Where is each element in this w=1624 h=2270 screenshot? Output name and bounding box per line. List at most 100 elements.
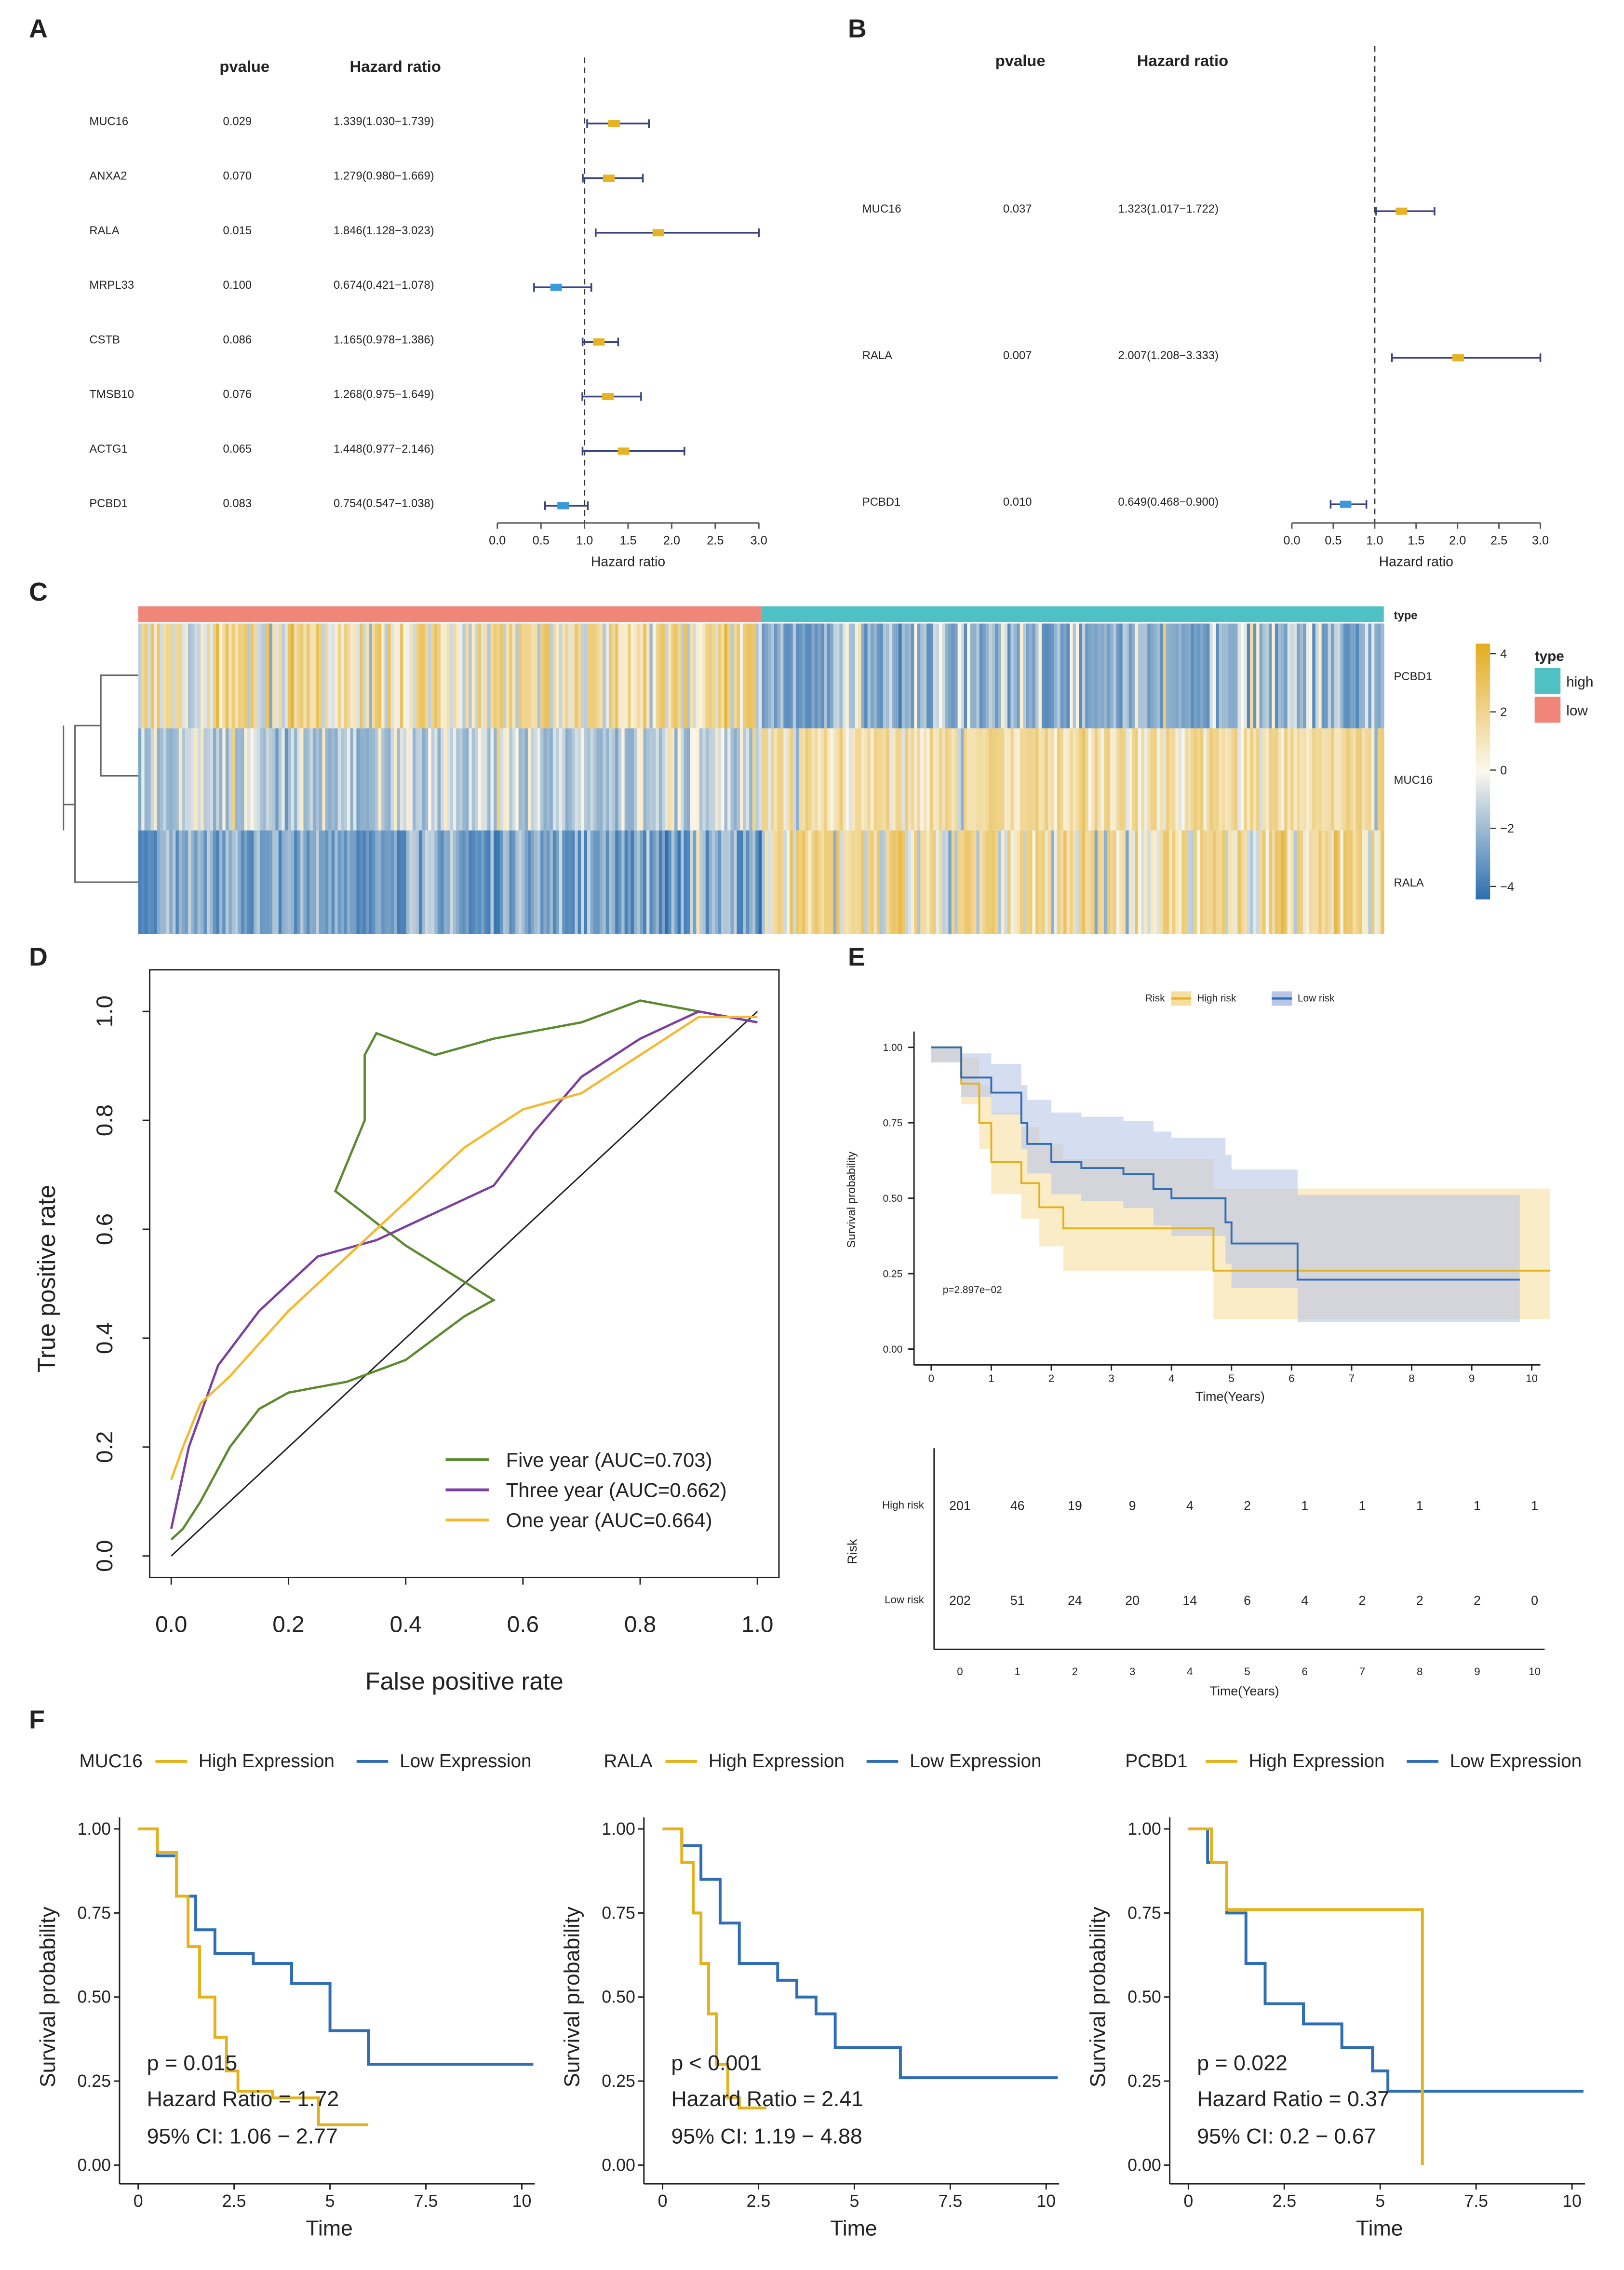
heatmap-cell xyxy=(1135,830,1139,934)
heatmap-cell xyxy=(892,830,896,934)
legend-title: Risk xyxy=(1145,993,1165,1004)
heatmap-cell xyxy=(1023,728,1027,831)
heatmap-cell xyxy=(1126,830,1129,934)
x-tick-label: 1.5 xyxy=(1408,534,1424,548)
heatmap-cell xyxy=(624,623,628,729)
heatmap-cell xyxy=(1216,830,1220,934)
heatmap-cell xyxy=(799,728,803,831)
heatmap-cell xyxy=(621,623,625,729)
heatmap-cell xyxy=(643,623,647,729)
heatmap-cell xyxy=(718,623,722,729)
y-tick-label: 0.8 xyxy=(92,1104,118,1136)
heatmap-cell xyxy=(911,623,915,729)
hazard-ratio-point xyxy=(1396,207,1408,215)
heatmap-cell xyxy=(783,830,787,934)
heatmap-cell xyxy=(416,623,419,729)
heatmap-cell xyxy=(1057,728,1061,831)
heatmap-cell xyxy=(1359,728,1363,831)
heatmap-cell xyxy=(1290,728,1294,831)
heatmap-cell xyxy=(562,623,566,729)
heatmap-cell xyxy=(899,830,902,934)
heatmap-cell xyxy=(696,623,700,729)
heatmap-cell xyxy=(194,623,198,729)
heatmap-cell xyxy=(446,830,451,934)
heatmap-cell xyxy=(584,623,588,729)
heatmap-cell xyxy=(1094,623,1098,729)
heatmap-cell xyxy=(864,728,868,831)
y-tick-label: 0.0 xyxy=(92,1540,118,1572)
heatmap-cell xyxy=(1312,830,1316,934)
heatmap-cell xyxy=(1225,830,1229,934)
heatmap-cell xyxy=(702,623,706,729)
heatmap-cell xyxy=(428,830,432,934)
heatmap-cell xyxy=(188,830,192,934)
heatmap-cell xyxy=(621,830,625,934)
heatmap-cell xyxy=(1054,728,1058,831)
heatmap-cell xyxy=(322,623,326,729)
heatmap-cell xyxy=(1132,623,1136,729)
heatmap-cell xyxy=(1197,728,1201,831)
ci-text: 95% CI: 1.19 − 4.88 xyxy=(671,2125,862,2149)
heatmap-cell xyxy=(1309,623,1313,729)
y-tick-label: 0.75 xyxy=(602,1903,635,1922)
heatmap-cell xyxy=(702,728,706,831)
heatmap-cell xyxy=(185,830,189,934)
heatmap-cell xyxy=(970,728,974,831)
heatmap-cell xyxy=(471,830,476,934)
heatmap-cell xyxy=(599,623,604,729)
heatmap-cell xyxy=(1349,728,1354,831)
heatmap-cell xyxy=(802,728,806,831)
heatmap-cell xyxy=(518,623,523,729)
heatmap-cell xyxy=(291,623,295,729)
heatmap-cell xyxy=(777,830,781,934)
heatmap-cell xyxy=(1004,830,1008,934)
legend-label-high: High Expression xyxy=(1249,1751,1385,1772)
heatmap-cell xyxy=(873,728,877,831)
heatmap-cell xyxy=(484,623,488,729)
heatmap-cell xyxy=(388,728,391,831)
y-tick-label: 0.75 xyxy=(883,1118,903,1129)
heatmap-cell xyxy=(867,830,871,934)
heatmap-cell xyxy=(1045,728,1048,831)
risk-count: 2 xyxy=(1244,1498,1251,1513)
heatmap-cell xyxy=(908,830,912,934)
heatmap-cell xyxy=(1010,728,1014,831)
heatmap-cell xyxy=(846,728,849,831)
heatmap-cell xyxy=(1004,728,1008,831)
x-tick-label: 0.6 xyxy=(507,1612,539,1638)
scale-tick-label: −4 xyxy=(1500,880,1514,894)
heatmap-cell xyxy=(1126,728,1129,831)
heatmap-cell xyxy=(814,728,819,831)
heatmap-cell xyxy=(839,830,843,934)
risk-count: 1 xyxy=(1531,1498,1538,1513)
heatmap-cell xyxy=(1268,830,1273,934)
heatmap-cell xyxy=(668,830,672,934)
heatmap-cell xyxy=(231,830,236,934)
heatmap-cell xyxy=(141,830,145,934)
heatmap-cell xyxy=(1353,830,1356,934)
heatmap-cell xyxy=(886,623,890,729)
pvalue-header: pvalue xyxy=(995,52,1046,69)
heatmap-cell xyxy=(696,830,700,934)
heatmap-cell xyxy=(637,728,641,831)
heatmap-cell xyxy=(1191,728,1195,831)
heatmap-cell xyxy=(1281,830,1285,934)
heatmap-cell xyxy=(905,728,909,831)
heatmap-cell xyxy=(540,830,544,934)
risk-x-tick-label: 5 xyxy=(1244,1666,1250,1678)
heatmap-cell xyxy=(543,728,547,831)
heatmap-cell xyxy=(864,830,868,934)
heatmap-cell xyxy=(908,623,912,729)
heatmap-cell xyxy=(1163,830,1167,934)
heatmap-cell xyxy=(867,623,871,729)
x-tick-label: 2.5 xyxy=(1272,2191,1296,2211)
heatmap-cell xyxy=(1203,623,1207,729)
heatmap-cell xyxy=(256,623,260,729)
heatmap-cell xyxy=(584,830,588,934)
heatmap-cell xyxy=(905,623,909,729)
survival-curve-low xyxy=(138,1827,534,2066)
heatmap-cell xyxy=(443,728,447,831)
risk-count: 51 xyxy=(1010,1593,1025,1608)
heatmap-cell xyxy=(266,728,270,831)
heatmap-cell xyxy=(895,728,899,831)
